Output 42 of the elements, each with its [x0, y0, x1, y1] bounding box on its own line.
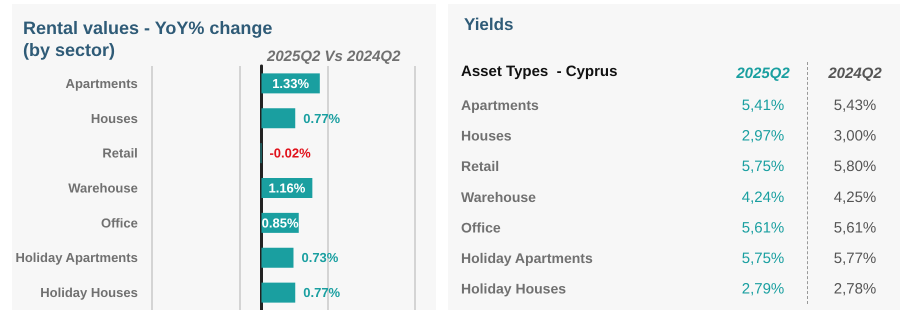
data-label: 1.33%: [272, 76, 310, 91]
data-label: 0.73%: [301, 250, 339, 266]
series-label: 2025Q2: [735, 65, 790, 82]
data-label: 2,78%: [834, 280, 876, 298]
data-label: 5,75%: [742, 158, 784, 176]
category-label: Warehouse: [461, 188, 536, 205]
data-label: 3,00%: [834, 128, 876, 145]
bar: [261, 248, 294, 268]
category-label: Holiday Houses: [461, 280, 566, 297]
category-label: Apartments: [461, 97, 540, 113]
data-label: 5,80%: [834, 158, 876, 176]
data-label: 5,43%: [834, 97, 876, 114]
data-label: 2,97%: [742, 128, 784, 145]
data-label: 5,61%: [742, 219, 784, 236]
y-tick-label: Holiday Houses: [40, 285, 138, 300]
data-label: -0.02%: [269, 146, 312, 161]
data-label: 2,79%: [742, 280, 784, 298]
category-label: Holiday Apartments: [461, 250, 593, 266]
category-label: Houses: [461, 128, 512, 144]
data-label: 1.16%: [268, 180, 306, 196]
y-tick-label: Holiday Apartments: [15, 250, 138, 266]
data-label: 5,41%: [742, 97, 784, 114]
category-label: Office: [461, 219, 501, 236]
y-tick-label: Retail: [102, 146, 138, 161]
data-label: 4,24%: [742, 188, 784, 206]
bar: [261, 108, 296, 128]
data-label: 0.77%: [303, 110, 341, 126]
y-tick-label: Warehouse: [68, 180, 138, 196]
data-label: 0.85%: [262, 215, 299, 230]
data-label: 4,25%: [834, 188, 876, 206]
bar: [261, 282, 296, 303]
data-label: 5,61%: [834, 219, 876, 236]
y-tick-label: Office: [100, 215, 138, 230]
data-label: 0.77%: [303, 285, 341, 300]
data-label: 5,77%: [834, 250, 876, 267]
y-tick-label: Apartments: [66, 76, 138, 91]
text: Yields: [464, 15, 514, 34]
y-tick-label: Houses: [90, 110, 138, 126]
data-label: 5,75%: [742, 250, 784, 267]
text: 2024Q2: [827, 65, 882, 82]
category-label: Retail: [461, 158, 500, 174]
text: Asset Types - Cyprus: [461, 63, 618, 80]
